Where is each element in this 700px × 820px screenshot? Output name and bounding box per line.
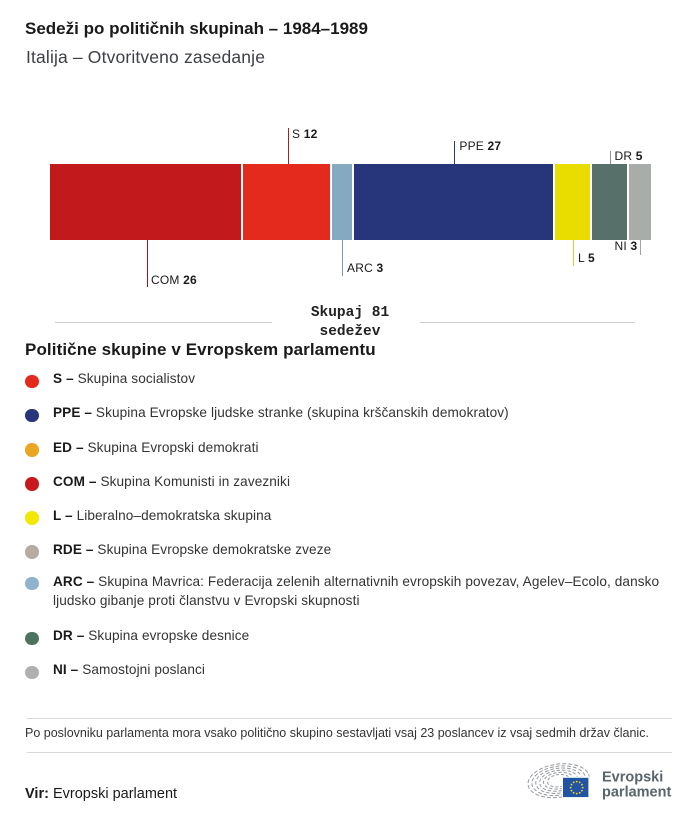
svg-text:parlament: parlament xyxy=(602,785,671,801)
svg-text:Evropski: Evropski xyxy=(602,770,663,786)
